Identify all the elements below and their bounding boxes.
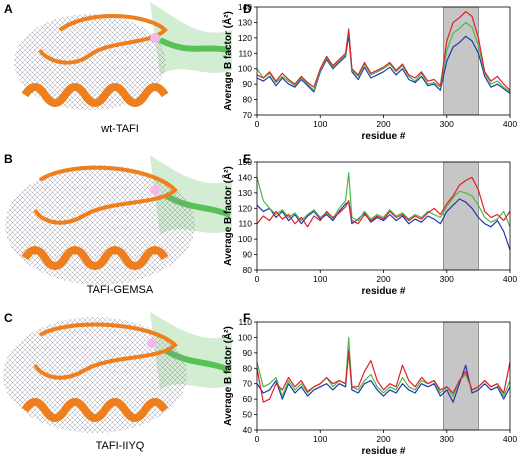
density-mesh (14, 14, 166, 110)
x-tick-label: 300 (440, 434, 454, 444)
density-mesh (3, 317, 187, 433)
y-tick-label: 80 (243, 265, 253, 275)
metal-ion (147, 338, 157, 348)
x-tick-label: 0 (255, 119, 260, 129)
series-line-blue (256, 349, 511, 403)
y-tick-label: 80 (243, 95, 253, 105)
y-tick-label: 110 (238, 219, 252, 229)
y-tick-label: 90 (243, 348, 253, 358)
panel-letter-d: D (243, 2, 252, 16)
structure-panel-b: B TAFI-GEMSA (4, 152, 232, 296)
x-tick-label: 400 (503, 434, 517, 444)
orange-helix (21, 83, 169, 107)
structure-panel-c: C TAFI-IIYQ (3, 311, 232, 452)
y-tick-label: 150 (238, 157, 252, 167)
chart-panel-e: E 0 100 200 300 400 80 90 100 110 120 130 140 150 resi… (221, 152, 517, 297)
chart-panel-f: F 0 100 200 300 400 40 50 60 70 80 90 100 110 residue … (221, 311, 517, 456)
structure-caption-b: TAFI-GEMSA (87, 284, 154, 296)
y-tick-label: 90 (243, 79, 253, 89)
panel-letter-b: B (4, 152, 13, 166)
structure-render-b (5, 155, 232, 285)
structure-render-c (3, 312, 232, 433)
highlight-region (443, 321, 479, 431)
orange-loop (33, 322, 178, 380)
x-tick-label: 0 (255, 274, 260, 284)
x-axis-title: residue # (362, 286, 406, 297)
green-ribbon-background (150, 2, 232, 75)
y-tick-label: 140 (238, 172, 252, 182)
series-line-red (256, 11, 511, 91)
series-line-red (256, 176, 511, 228)
y-tick-label: 110 (238, 48, 252, 58)
highlight-region (443, 161, 479, 271)
y-tick-label: 120 (238, 33, 252, 43)
green-ribbon-strand (158, 37, 231, 53)
y-tick-label: 70 (243, 110, 253, 120)
x-tick-label: 400 (503, 119, 517, 129)
y-tick-label: 80 (243, 363, 253, 373)
series-line-green (256, 336, 511, 397)
x-tick-label: 100 (313, 119, 327, 129)
panel-letter-f: F (243, 311, 250, 325)
y-tick-label: 130 (238, 17, 252, 27)
y-tick-label: 100 (238, 234, 252, 244)
x-tick-label: 300 (440, 274, 454, 284)
y-axis-title: Average B factor (Å²) (221, 11, 234, 111)
x-axis-title: residue # (362, 131, 406, 142)
x-axis-title: residue # (362, 446, 406, 456)
y-tick-label: 130 (238, 188, 252, 198)
structure-caption-a: wt-TAFI (100, 123, 139, 135)
structure-render-a (8, 2, 232, 120)
panel-letter-c: C (4, 311, 13, 325)
y-tick-label: 100 (238, 332, 252, 342)
series-line-red (256, 352, 511, 403)
y-tick-label: 120 (238, 203, 252, 213)
panel-letter-e: E (243, 152, 251, 166)
series-line-blue (256, 198, 511, 251)
series-line-blue (256, 34, 511, 94)
y-tick-label: 60 (243, 394, 253, 404)
series-line-green (256, 21, 511, 93)
x-tick-label: 200 (376, 119, 390, 129)
highlight-region (443, 6, 479, 116)
y-tick-label: 110 (238, 317, 252, 327)
x-tick-label: 100 (313, 434, 327, 444)
x-tick-label: 200 (376, 274, 390, 284)
x-tick-label: 200 (376, 434, 390, 444)
x-tick-label: 400 (503, 274, 517, 284)
structure-panel-a: A wt-TAFI (4, 2, 232, 135)
y-axis-title: Average B factor (Å²) (221, 166, 234, 266)
metal-ion (150, 185, 160, 195)
y-tick-label: 50 (243, 410, 253, 420)
y-tick-label: 40 (243, 425, 253, 435)
y-tick-label: 90 (243, 250, 253, 260)
y-tick-label: 70 (243, 379, 253, 389)
orange-loop (33, 165, 178, 225)
structure-caption-c: TAFI-IIYQ (96, 440, 145, 452)
panel-letter-a: A (4, 2, 13, 16)
orange-helix (21, 246, 169, 270)
x-tick-label: 100 (313, 274, 327, 284)
y-tick-label: 100 (238, 64, 252, 74)
orange-loop (38, 14, 168, 65)
x-tick-label: 0 (255, 434, 260, 444)
x-tick-label: 300 (440, 119, 454, 129)
chart-panel-d: D 0 100 200 300 400 70 80 90 100 110 120 130 140 resid… (221, 2, 517, 142)
metal-ion (150, 33, 160, 43)
y-tick-label: 140 (238, 2, 252, 12)
y-axis-title: Average B factor (Å²) (221, 326, 234, 426)
orange-helix (21, 398, 169, 422)
